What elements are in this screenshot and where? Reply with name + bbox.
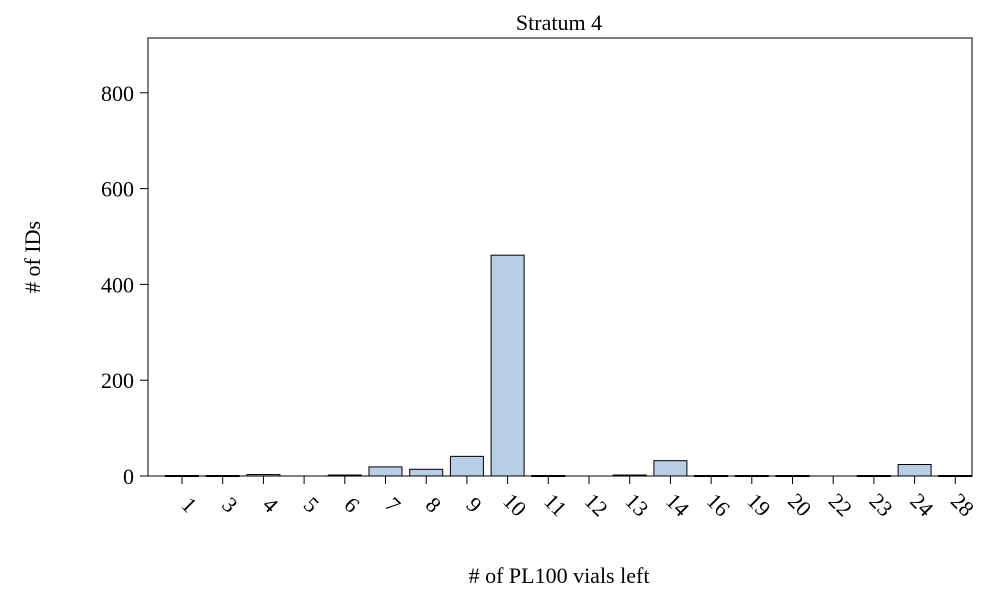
x-tick-label: 28	[946, 488, 979, 521]
x-tick-label: 10	[498, 488, 531, 521]
x-tick-label: 19	[742, 488, 775, 521]
x-tick-label: 20	[783, 488, 816, 521]
x-axis: 1 3 4 5 6 7 8 9 10 11 12 13 14 16 19 20 22 23 24 28	[177, 476, 979, 521]
plot-area-frame	[147, 37, 973, 477]
y-tick-label: 800	[101, 81, 134, 106]
bar-14	[653, 460, 688, 477]
x-axis-label: # of PL100 vials left	[469, 563, 650, 588]
x-tick-label: 1	[177, 492, 202, 517]
x-tick-label: 6	[339, 492, 364, 517]
x-tick-label: 22	[824, 488, 857, 521]
x-tick-label: 9	[461, 492, 486, 517]
bar-13	[612, 474, 647, 477]
bar-10	[490, 254, 525, 477]
x-tick-label: 5	[299, 492, 324, 517]
x-tick-label: 13	[620, 488, 653, 521]
bar-24	[897, 464, 932, 477]
y-axis: 0 200 400 600 800	[101, 81, 148, 489]
y-tick-label: 200	[101, 368, 134, 393]
x-tick-label: 24	[905, 488, 938, 521]
bar-series	[165, 254, 973, 478]
x-tick-label: 16	[702, 488, 735, 521]
bar-8	[409, 468, 444, 477]
bar-7	[368, 466, 403, 477]
x-tick-label: 8	[421, 492, 446, 517]
y-axis-label: # of IDs	[20, 221, 45, 293]
y-tick-label: 400	[101, 272, 134, 297]
bar-6	[327, 474, 362, 477]
x-tick-label: 3	[217, 492, 242, 517]
x-tick-label: 4	[258, 492, 283, 517]
chart-title: Stratum 4	[516, 10, 602, 35]
x-tick-label: 14	[661, 488, 694, 521]
y-tick-label: 0	[123, 464, 134, 489]
x-tick-label: 23	[865, 488, 898, 521]
bar-4	[246, 474, 281, 477]
bar-9	[449, 455, 484, 477]
y-tick-label: 600	[101, 177, 134, 202]
x-tick-label: 12	[580, 488, 613, 521]
x-tick-label: 11	[539, 488, 572, 521]
x-tick-label: 7	[380, 492, 405, 517]
